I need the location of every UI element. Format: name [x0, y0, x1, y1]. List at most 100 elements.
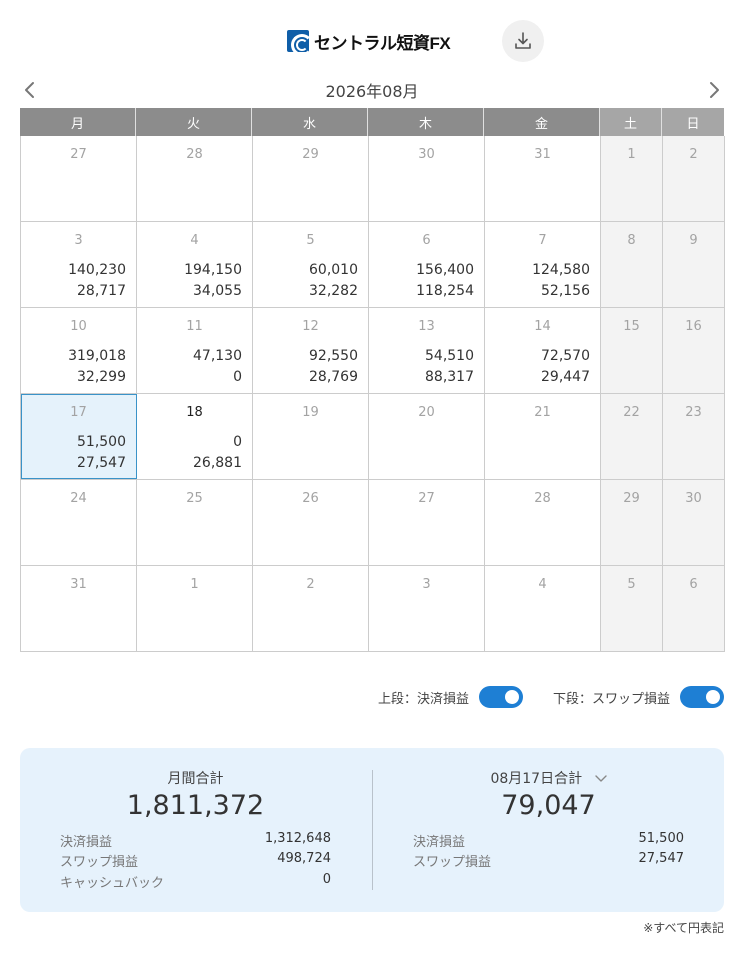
- upper-toggle-switch[interactable]: [478, 686, 523, 708]
- summary-divider: [372, 770, 373, 890]
- calendar-day-cell[interactable]: 6 156,400 118,254: [369, 222, 485, 307]
- chevron-left-icon: [25, 82, 34, 98]
- calendar-day-cell[interactable]: 26: [253, 480, 369, 565]
- day-number: 2: [689, 147, 698, 162]
- settlement-pl-value: 51,500: [77, 434, 126, 450]
- calendar-day-cell[interactable]: 24: [21, 480, 137, 565]
- calendar-day-cell[interactable]: 1: [137, 566, 253, 651]
- day-number: 26: [302, 491, 319, 506]
- day-number: 4: [538, 577, 547, 592]
- calendar-day-cell[interactable]: 3: [369, 566, 485, 651]
- weekday-tue: 火: [136, 108, 252, 136]
- calendar-week-row: 17 51,500 27,547 18 0 26,881 19 20 21 22 23: [21, 394, 725, 480]
- calendar-day-cell-selected[interactable]: 17 51,500 27,547: [21, 394, 137, 479]
- calendar-day-cell[interactable]: 27: [369, 480, 485, 565]
- day-number: 29: [623, 491, 640, 506]
- calendar-day-cell[interactable]: 2: [253, 566, 369, 651]
- day-number: 8: [627, 233, 636, 248]
- calendar-day-cell[interactable]: 9: [663, 222, 725, 307]
- day-number: 16: [685, 319, 702, 334]
- day-number: 24: [70, 491, 87, 506]
- weekday-header: 月 火 水 木 金 土 日: [20, 108, 725, 136]
- lower-toggle-switch[interactable]: [680, 686, 724, 708]
- day-number: 1: [190, 577, 199, 592]
- calendar-day-cell[interactable]: 5: [601, 566, 663, 651]
- monthly-row-settlement: 決済損益 1,312,648: [60, 831, 331, 850]
- calendar-day-cell[interactable]: 10 319,018 32,299: [21, 308, 137, 393]
- daily-total: 79,047: [501, 790, 596, 821]
- row-label: スワップ損益: [60, 855, 139, 870]
- app-header: セントラル短資FX: [0, 0, 744, 80]
- calendar-day-cell[interactable]: 1: [601, 136, 663, 221]
- calendar-day-cell[interactable]: 7 124,580 52,156: [485, 222, 601, 307]
- calendar-day-cell[interactable]: 16: [663, 308, 725, 393]
- swap-pl-value: 27,547: [77, 455, 126, 471]
- calendar-day-cell[interactable]: 28: [137, 136, 253, 221]
- calendar-day-cell[interactable]: 2: [663, 136, 725, 221]
- daily-row-settlement: 決済損益 51,500: [413, 831, 685, 850]
- calendar-day-cell[interactable]: 4 194,150 34,055: [137, 222, 253, 307]
- day-number: 3: [422, 577, 431, 592]
- calendar-day-cell[interactable]: 31: [21, 566, 137, 651]
- calendar-day-cell[interactable]: 13 54,510 88,317: [369, 308, 485, 393]
- day-number: 29: [302, 147, 319, 162]
- row-label: 決済損益: [413, 835, 466, 850]
- row-label: スワップ損益: [413, 855, 492, 870]
- calendar-day-cell[interactable]: 15: [601, 308, 663, 393]
- day-number: 21: [534, 405, 551, 420]
- calendar-day-cell[interactable]: 5 60,010 32,282: [253, 222, 369, 307]
- calendar-day-cell[interactable]: 19: [253, 394, 369, 479]
- calendar-day-cell[interactable]: 23: [663, 394, 725, 479]
- calendar-day-cell[interactable]: 20: [369, 394, 485, 479]
- next-month-button[interactable]: [704, 80, 724, 100]
- settlement-pl-value: 156,400: [416, 262, 474, 278]
- weekday-wed: 水: [252, 108, 368, 136]
- lower-toggle-label: 下段：スワップ損益: [552, 691, 670, 707]
- day-number: 27: [70, 147, 87, 162]
- calendar-day-cell[interactable]: 31: [485, 136, 601, 221]
- day-number: 10: [70, 319, 87, 334]
- day-number: 7: [538, 233, 547, 248]
- download-button[interactable]: [502, 20, 544, 62]
- row-value: 0: [322, 872, 331, 887]
- swap-pl-value: 52,156: [541, 283, 590, 299]
- day-number: 27: [418, 491, 435, 506]
- upper-toggle-label: 上段：決済損益: [377, 691, 469, 707]
- company-logo: セントラル短資FX: [287, 29, 451, 53]
- calendar-day-cell[interactable]: 4: [485, 566, 601, 651]
- row-value: 51,500: [638, 831, 685, 846]
- settlement-pl-value: 72,570: [541, 348, 590, 364]
- prev-month-button[interactable]: [20, 80, 40, 100]
- calendar-day-cell[interactable]: 25: [137, 480, 253, 565]
- calendar-day-cell[interactable]: 6: [663, 566, 725, 651]
- weekday-thu: 木: [368, 108, 484, 136]
- calendar-day-cell[interactable]: 11 47,130 0: [137, 308, 253, 393]
- daily-summary-title-wrap[interactable]: 08月17日合計: [413, 768, 684, 788]
- calendar-day-cell[interactable]: 22: [601, 394, 663, 479]
- display-toggles: 上段：決済損益 下段：スワップ損益: [378, 685, 724, 709]
- calendar-day-cell[interactable]: 29: [601, 480, 663, 565]
- day-number: 9: [689, 233, 698, 248]
- calendar-day-cell[interactable]: 18 0 26,881: [137, 394, 253, 479]
- day-number: 11: [186, 319, 203, 334]
- settlement-pl-value: 92,550: [309, 348, 358, 364]
- calendar-day-cell[interactable]: 28: [485, 480, 601, 565]
- calendar-day-cell[interactable]: 12 92,550 28,769: [253, 308, 369, 393]
- day-number: 5: [627, 577, 636, 592]
- calendar-day-cell[interactable]: 3 140,230 28,717: [21, 222, 137, 307]
- calendar-day-cell[interactable]: 14 72,570 29,447: [485, 308, 601, 393]
- calendar-day-cell[interactable]: 8: [601, 222, 663, 307]
- month-navigation: 2026年08月: [20, 76, 724, 106]
- monthly-row-cashback: キャッシュバック 0: [60, 872, 331, 891]
- calendar-day-cell[interactable]: 27: [21, 136, 137, 221]
- calendar-day-cell[interactable]: 30: [369, 136, 485, 221]
- logo-text: セントラル短資FX: [314, 33, 451, 53]
- calendar-day-cell[interactable]: 29: [253, 136, 369, 221]
- calendar-day-cell[interactable]: 21: [485, 394, 601, 479]
- calendar-day-cell[interactable]: 30: [663, 480, 725, 565]
- currency-footnote: ※すべて円表記: [643, 921, 724, 935]
- settlement-pl-value: 319,018: [68, 348, 126, 364]
- settlement-pl-value: 140,230: [68, 262, 126, 278]
- day-number: 3: [74, 233, 83, 248]
- day-number: 25: [186, 491, 203, 506]
